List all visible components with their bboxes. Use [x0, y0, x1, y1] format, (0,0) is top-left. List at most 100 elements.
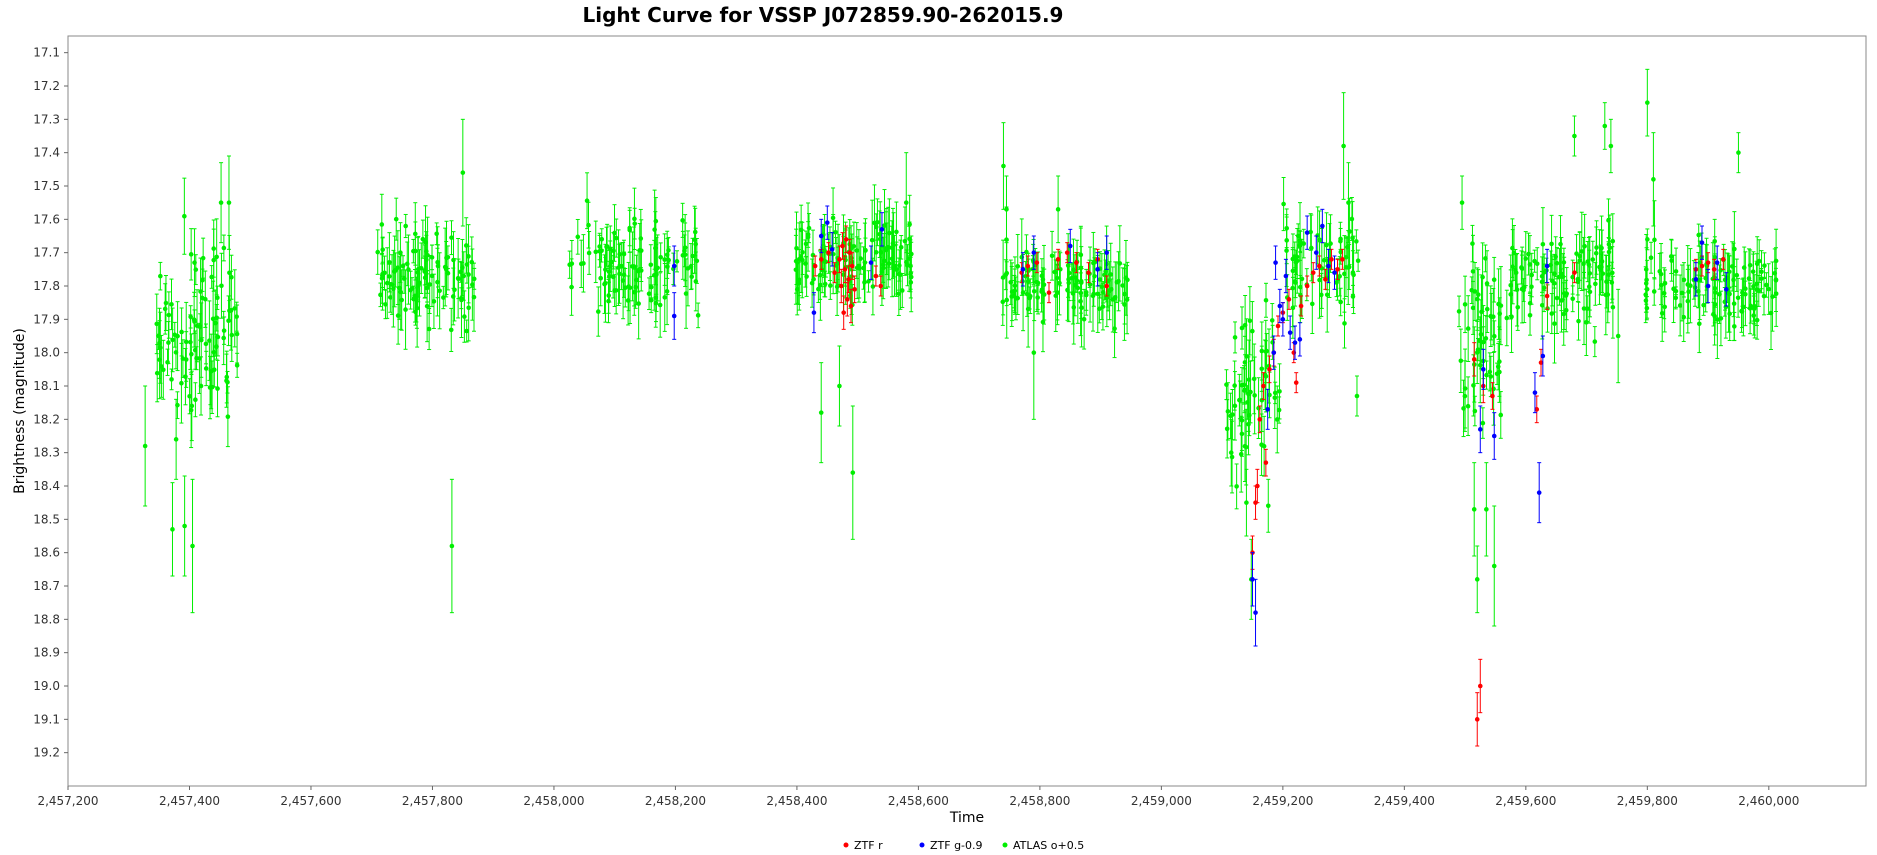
- data-point: [417, 249, 422, 317]
- data-point: [883, 211, 889, 289]
- data-point: [1477, 405, 1483, 454]
- data-point: [870, 257, 876, 316]
- y-tick-label: 18.9: [33, 646, 60, 660]
- data-point: [1108, 242, 1114, 307]
- data-point: [612, 204, 617, 262]
- data-point: [1067, 228, 1073, 264]
- data-point: [1086, 262, 1091, 284]
- data-point: [1723, 272, 1729, 307]
- data-point: [1319, 272, 1324, 317]
- data-point: [1773, 260, 1779, 327]
- data-point: [375, 229, 381, 275]
- data-point: [1039, 275, 1045, 304]
- data-point: [1539, 271, 1545, 340]
- data-point: [1747, 249, 1753, 281]
- data-point: [1509, 280, 1514, 353]
- data-point: [1301, 228, 1307, 259]
- data-point: [818, 362, 824, 464]
- data-point: [1659, 284, 1665, 342]
- data-point: [1549, 214, 1554, 273]
- x-tick-label: 2,457,800: [402, 794, 463, 808]
- data-point: [221, 234, 227, 262]
- data-point: [1552, 283, 1557, 364]
- data-point: [444, 220, 449, 295]
- data-point: [878, 275, 884, 297]
- x-tick-label: 2,458,600: [888, 794, 949, 808]
- data-point: [1273, 245, 1278, 280]
- data-point: [1471, 342, 1477, 377]
- data-point: [192, 228, 197, 298]
- data-point: [575, 218, 581, 255]
- data-point: [1320, 208, 1325, 244]
- data-point: [866, 270, 871, 293]
- data-point: [604, 226, 609, 267]
- data-point: [599, 228, 605, 251]
- data-point: [1343, 237, 1349, 297]
- data-point: [1561, 256, 1567, 330]
- data-point: [1677, 274, 1683, 337]
- data-point: [226, 155, 232, 250]
- data-point: [1472, 395, 1478, 427]
- data-point: [1297, 202, 1303, 280]
- data-point: [1328, 214, 1333, 273]
- y-tick-label: 17.4: [33, 146, 60, 160]
- data-point: [1257, 405, 1263, 434]
- data-point: [1699, 225, 1705, 260]
- y-tick-label: 18.3: [33, 446, 60, 460]
- data-point: [404, 241, 410, 287]
- data-point: [194, 289, 200, 363]
- data-point: [399, 269, 405, 331]
- data-point: [1515, 283, 1521, 331]
- data-point: [1335, 258, 1340, 280]
- data-point: [1527, 291, 1533, 315]
- legend-label: ZTF g-0.9: [930, 839, 983, 852]
- data-point: [1491, 505, 1497, 627]
- y-axis: 17.1 17.2 17.3 17.4 17.5 17.6 17.7 17.8 17.9 18.0…: [33, 46, 68, 760]
- data-point: [1662, 281, 1668, 333]
- data-point: [183, 301, 189, 382]
- data-point: [1705, 268, 1711, 304]
- data-point: [1041, 244, 1047, 325]
- data-point: [850, 405, 856, 540]
- data-point: [1087, 246, 1093, 323]
- data-point: [193, 382, 198, 418]
- data-point: [1759, 268, 1764, 290]
- data-point: [460, 118, 466, 227]
- data-point: [188, 228, 194, 281]
- x-tick-label: 2,458,800: [1009, 794, 1070, 808]
- x-tick-label: 2,460,000: [1738, 794, 1799, 808]
- data-point: [840, 232, 845, 260]
- y-tick-label: 18.5: [33, 512, 60, 526]
- data-point: [1498, 391, 1504, 439]
- data-point: [586, 231, 592, 275]
- data-point: [173, 398, 179, 480]
- data-point: [1465, 376, 1471, 437]
- y-axis-label: Brightness (magnitude): [12, 328, 28, 494]
- data-point: [1020, 252, 1026, 287]
- data-point: [1572, 115, 1577, 157]
- data-point: [1661, 267, 1667, 320]
- data-point: [429, 244, 435, 271]
- data-point: [569, 240, 575, 288]
- data-point: [894, 201, 899, 263]
- data-point: [1234, 463, 1239, 510]
- data-point: [161, 339, 166, 400]
- data-point: [1458, 328, 1464, 393]
- data-point: [1104, 275, 1110, 297]
- legend-item: ZTF r: [843, 839, 883, 852]
- data-point: [818, 218, 824, 254]
- data-point: [680, 230, 686, 280]
- data-point: [456, 258, 461, 300]
- data-point: [1477, 327, 1483, 404]
- data-point: [395, 286, 401, 345]
- data-point: [889, 220, 895, 298]
- data-point: [1673, 274, 1679, 308]
- data-point: [1669, 239, 1674, 282]
- x-tick-label: 2,459,600: [1495, 794, 1556, 808]
- data-point: [879, 212, 885, 247]
- data-point: [234, 301, 239, 332]
- data-point: [1259, 345, 1265, 392]
- data-point: [903, 152, 909, 254]
- y-tick-label: 18.7: [33, 579, 60, 593]
- data-point: [403, 269, 408, 350]
